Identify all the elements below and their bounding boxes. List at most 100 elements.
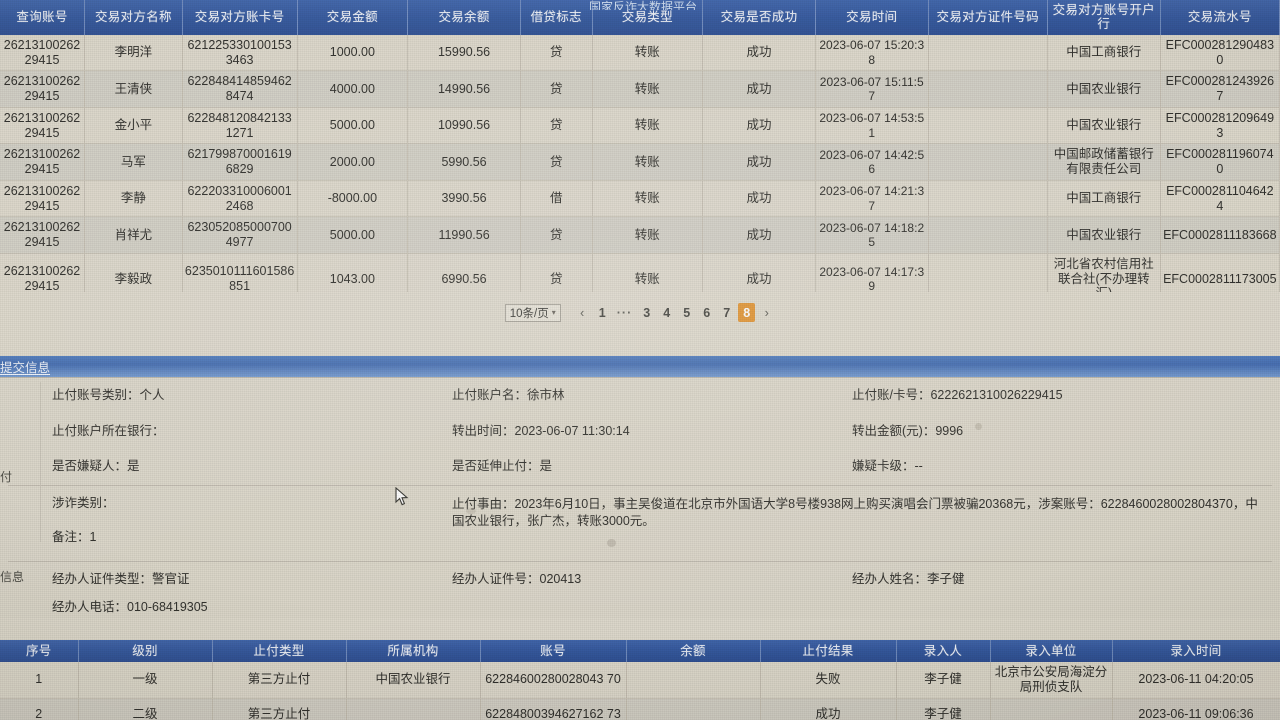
prev-page-button[interactable]: ‹: [580, 305, 585, 320]
cell-counterparty-card: 62122533010015334​63: [182, 34, 298, 72]
results-header-row: 序号 级别 止付类型 所属机构 账号 余额 止付结果 录入人 录入单位 录入时间: [0, 640, 1280, 662]
panel-row-1: 止付账号类别：个人 止付账户名：徐市林 止付账/卡号：6222621310026…: [0, 378, 1280, 414]
submit-info-title-bar: 提交信息: [0, 356, 1280, 377]
cell-txn-type: 转账: [592, 216, 704, 254]
cell-txn-success: 成功: [702, 34, 816, 72]
page-button-5[interactable]: 5: [683, 305, 691, 320]
col-counterparty-bank[interactable]: 交易对方账号开户行: [1047, 0, 1161, 35]
cell-account: 62284800394627162 73: [480, 698, 627, 720]
cell-serial-no: EFC00028120964​93: [1160, 107, 1280, 145]
col-account[interactable]: 账号: [480, 640, 627, 662]
panel-separator-2: [8, 561, 1272, 563]
page-button-3[interactable]: 3: [643, 305, 651, 320]
next-page-button[interactable]: ›: [764, 305, 769, 320]
page-button-6[interactable]: 6: [703, 305, 711, 320]
cell-txn-type: 转账: [592, 34, 704, 72]
cell-txn-type: 转账: [592, 180, 704, 218]
cell-level: 二级: [78, 698, 213, 720]
cell-result: 失败: [760, 662, 897, 699]
cell-txn-time: 2023-06-07 15:11:​57: [815, 70, 929, 108]
col-txn-success[interactable]: 交易是否成功: [702, 0, 816, 35]
cell-counterparty-bank: 中国农业银行: [1047, 216, 1161, 254]
page-button-8-active[interactable]: 8: [738, 303, 756, 322]
col-index[interactable]: 序号: [0, 640, 79, 662]
col-org[interactable]: 所属机构: [346, 640, 481, 662]
field-account-type: 止付账号类别：个人: [52, 388, 165, 402]
cell-amount: 2000.00: [297, 143, 409, 181]
col-entry-time[interactable]: 录入时间: [1112, 640, 1280, 662]
col-balance[interactable]: 交易余额: [407, 0, 521, 35]
cell-counterparty-card: 62179987000161968​29: [182, 143, 298, 181]
panel-row-5: 经办人证件类型：警官证 经办人证件号：020413 经办人姓名：李子健: [0, 562, 1280, 598]
col-balance2[interactable]: 余额: [626, 640, 761, 662]
cell-balance: 10990.56: [407, 107, 521, 145]
cell-debit-credit-flag: 借: [520, 180, 593, 218]
table-row[interactable]: 2621310026229415 李明洋 62122533010015334​63 1…: [0, 34, 1280, 72]
field-is-suspect: 是否嫌疑人：是: [52, 459, 140, 474]
table-row[interactable]: 2621310026229415 马军 62179987000161968​29 20…: [0, 143, 1280, 181]
cell-counterparty-card: 62220331000600124​68: [182, 180, 298, 218]
col-txn-time[interactable]: 交易时间: [815, 0, 929, 35]
col-unit[interactable]: 录入单位: [990, 640, 1113, 662]
cell-unit: 北京市公安局海淀分局刑侦支队: [990, 662, 1113, 699]
table-row[interactable]: 1 一级 第三方止付 中国农业银行 62284600280028043 70 失败 李子健北…: [0, 662, 1280, 699]
panel-left-edge-stub: 付: [0, 470, 13, 484]
col-debit-credit-flag[interactable]: 借贷标志: [520, 0, 593, 35]
col-operator[interactable]: 录入人: [896, 640, 991, 662]
page-button-4[interactable]: 4: [663, 305, 671, 320]
table-row[interactable]: 2 二级 第三方止付 62284800394627162 73 成功 李子健 2023-06…: [0, 698, 1280, 720]
cell-debit-credit-flag: 贷: [520, 107, 593, 145]
cell-balance: 5990.56: [407, 143, 521, 181]
field-account-card: 止付账/卡号：6222621310026229415: [852, 388, 1063, 402]
submit-info-panel: 提交信息 付 信息 止付账号类别：个人 止付账户名：徐市林 止付账/卡号：622…: [0, 356, 1280, 639]
transactions-body: 2621310026229415 李明洋 62122533010015334​63 1…: [0, 34, 1280, 415]
cell-serial-no: EFC00028119607​40: [1160, 143, 1280, 181]
submit-info-body: 付 信息 止付账号类别：个人 止付账户名：徐市林 止付账/卡号：62226213…: [0, 377, 1280, 639]
table-row[interactable]: 2621310026229415 肖祥尤 62305208500070049​77 5…: [0, 216, 1280, 254]
page-size-label: 10条/页: [509, 307, 549, 320]
cell-debit-credit-flag: 贷: [520, 216, 593, 254]
cell-index: 2: [0, 698, 79, 720]
col-counterparty-id[interactable]: 交易对方证件号码: [928, 0, 1048, 35]
col-serial-no[interactable]: 交易流水号: [1160, 0, 1280, 35]
col-counterparty-card[interactable]: 交易对方账卡号: [182, 0, 298, 35]
cell-txn-success: 成功: [702, 70, 816, 108]
cell-counterparty-name: 李明洋: [84, 34, 183, 72]
table-row[interactable]: 2621310026229415 金小平 62284812084213312​71 5…: [0, 107, 1280, 145]
cell-amount: -8000.00: [297, 180, 409, 218]
panel-row-3: 是否嫌疑人：是 是否延伸止付：是 嫌疑卡级：--: [0, 449, 1280, 485]
page-size-select[interactable]: 10条/页 ▾: [504, 303, 561, 322]
col-amount[interactable]: 交易金额: [297, 0, 409, 35]
table-row[interactable]: 2621310026229415 王清侠 62284841485946284​74 4…: [0, 70, 1280, 108]
cell-txn-success: 成功: [702, 143, 816, 181]
cell-counterparty-id: [928, 180, 1048, 218]
table-row[interactable]: 2621310026229415 李静 62220331000600124​68 -8…: [0, 180, 1280, 218]
cell-counterparty-bank: 中国邮政储蓄银行有限责任公司: [1047, 143, 1161, 181]
col-query-account[interactable]: 查询账号: [0, 0, 86, 35]
cell-counterparty-bank: 中国农业银行: [1047, 70, 1161, 108]
field-handler-id-type: 经办人证件类型：警官证: [52, 572, 190, 587]
cell-counterparty-card: 62284841485946284​74: [182, 70, 298, 108]
chevron-down-icon: ▾: [551, 308, 556, 317]
field-handler-name: 经办人姓名：李子健: [852, 572, 965, 587]
cell-serial-no: EFC00028124392​67: [1160, 70, 1280, 108]
page-button-7[interactable]: 7: [723, 305, 731, 320]
field-account-bank: 止付账户所在银行：: [52, 423, 165, 438]
cell-amount: 5000.00: [297, 216, 409, 254]
page-button-1[interactable]: 1: [598, 305, 606, 320]
col-level[interactable]: 级别: [78, 640, 213, 662]
col-result[interactable]: 止付结果: [760, 640, 897, 662]
col-counterparty-name[interactable]: 交易对方名称: [84, 0, 183, 35]
cell-txn-time: 2023-06-07 14:42:​56: [815, 143, 929, 181]
col-txn-type[interactable]: 交易类型: [592, 0, 704, 35]
col-stop-type[interactable]: 止付类型: [212, 640, 347, 662]
cell-stop-type: 第三方止付: [212, 698, 347, 720]
page-ellipsis: ···: [616, 305, 633, 320]
field-fraud-category: 涉诈类别：: [52, 495, 115, 510]
cell-counterparty-id: [928, 70, 1048, 108]
cell-account: 62284600280028043 70: [480, 662, 627, 699]
cell-txn-success: 成功: [702, 180, 816, 218]
panel-left-edge-stub2: 信息: [0, 570, 25, 584]
cell-counterparty-name: 李静: [84, 180, 183, 218]
cell-query-account: 2621310026229415: [0, 107, 86, 145]
